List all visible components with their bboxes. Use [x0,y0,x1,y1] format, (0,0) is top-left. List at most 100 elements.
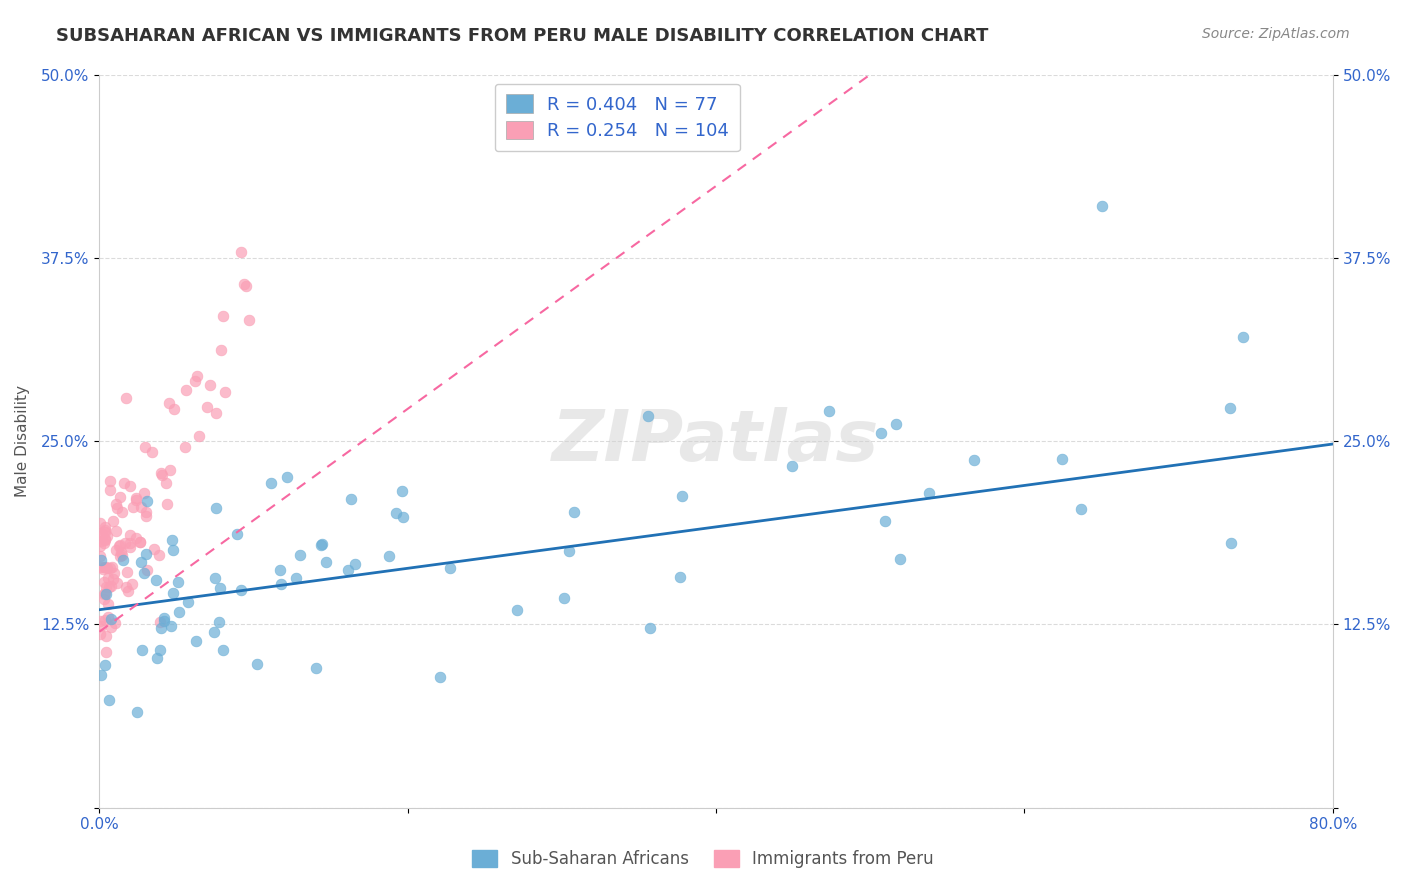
Sub-Saharan Africans [638,621,661,635]
Immigrants from Peru [91,528,114,542]
Immigrants from Peru [118,536,141,550]
Immigrants from Peru [94,580,117,594]
Sub-Saharan Africans [90,552,112,566]
Sub-Saharan Africans [1070,501,1092,516]
Sub-Saharan Africans [963,453,986,467]
Immigrants from Peru [90,534,112,549]
Immigrants from Peru [114,580,136,594]
Sub-Saharan Africans [671,489,693,503]
Immigrants from Peru [101,514,124,528]
Sub-Saharan Africans [889,551,911,566]
Immigrants from Peru [209,343,232,357]
Sub-Saharan Africans [209,581,232,595]
Sub-Saharan Africans [1090,199,1112,213]
Immigrants from Peru [121,577,143,591]
Immigrants from Peru [90,619,112,633]
Immigrants from Peru [128,534,150,549]
Immigrants from Peru [200,378,222,392]
Sub-Saharan Africans [818,404,841,418]
Immigrants from Peru [149,615,172,629]
Immigrants from Peru [105,576,128,591]
Immigrants from Peru [211,309,233,323]
Immigrants from Peru [90,525,112,540]
Sub-Saharan Africans [315,555,337,569]
Sub-Saharan Africans [637,409,659,423]
Immigrants from Peru [94,559,117,574]
Immigrants from Peru [108,549,131,564]
Sub-Saharan Africans [212,642,235,657]
Immigrants from Peru [111,548,134,562]
Immigrants from Peru [129,535,152,549]
Sub-Saharan Africans [284,571,307,585]
Immigrants from Peru [105,543,128,558]
Sub-Saharan Africans [564,506,586,520]
Immigrants from Peru [114,536,136,550]
Sub-Saharan Africans [392,510,415,524]
Immigrants from Peru [122,500,145,515]
Immigrants from Peru [125,492,148,507]
Sub-Saharan Africans [343,558,366,572]
Sub-Saharan Africans [149,643,172,657]
Immigrants from Peru [238,313,260,327]
Immigrants from Peru [214,385,236,400]
Sub-Saharan Africans [337,563,360,577]
Immigrants from Peru [235,278,257,293]
Immigrants from Peru [97,571,120,585]
Immigrants from Peru [105,524,128,538]
Immigrants from Peru [94,523,117,537]
Immigrants from Peru [96,529,118,543]
Immigrants from Peru [150,467,173,482]
Sub-Saharan Africans [167,574,190,589]
Sub-Saharan Africans [132,566,155,581]
Sub-Saharan Africans [1052,452,1074,467]
Immigrants from Peru [120,540,142,554]
Immigrants from Peru [94,629,117,643]
Sub-Saharan Africans [149,621,172,635]
Immigrants from Peru [89,549,111,563]
Immigrants from Peru [205,406,228,420]
Immigrants from Peru [114,476,136,491]
Sub-Saharan Africans [288,548,311,562]
Immigrants from Peru [103,572,125,586]
Immigrants from Peru [104,616,127,631]
Immigrants from Peru [149,466,172,480]
Sub-Saharan Africans [135,547,157,561]
Sub-Saharan Africans [304,661,326,675]
Sub-Saharan Africans [186,633,208,648]
Immigrants from Peru [124,531,146,545]
Sub-Saharan Africans [100,612,122,626]
Immigrants from Peru [115,565,138,579]
Immigrants from Peru [98,475,121,489]
Immigrants from Peru [229,244,252,259]
Sub-Saharan Africans [377,549,399,563]
Immigrants from Peru [89,627,111,641]
Immigrants from Peru [111,505,134,519]
Sub-Saharan Africans [208,615,231,629]
Immigrants from Peru [100,620,122,634]
Sub-Saharan Africans [429,670,451,684]
Immigrants from Peru [93,587,115,601]
Sub-Saharan Africans [309,538,332,552]
Sub-Saharan Africans [111,553,134,567]
Immigrants from Peru [135,508,157,523]
Sub-Saharan Africans [96,586,118,600]
Immigrants from Peru [93,562,115,576]
Immigrants from Peru [141,445,163,459]
Sub-Saharan Africans [162,585,184,599]
Sub-Saharan Africans [873,514,896,528]
Immigrants from Peru [108,539,131,553]
Immigrants from Peru [108,539,131,553]
Sub-Saharan Africans [870,425,893,440]
Immigrants from Peru [134,486,156,500]
Sub-Saharan Africans [205,501,228,516]
Sub-Saharan Africans [169,605,191,619]
Immigrants from Peru [93,574,115,589]
Immigrants from Peru [97,610,120,624]
Sub-Saharan Africans [780,459,803,474]
Immigrants from Peru [94,520,117,534]
Sub-Saharan Africans [204,571,226,585]
Sub-Saharan Africans [391,483,413,498]
Sub-Saharan Africans [260,476,283,491]
Sub-Saharan Africans [231,583,253,598]
Sub-Saharan Africans [159,619,181,633]
